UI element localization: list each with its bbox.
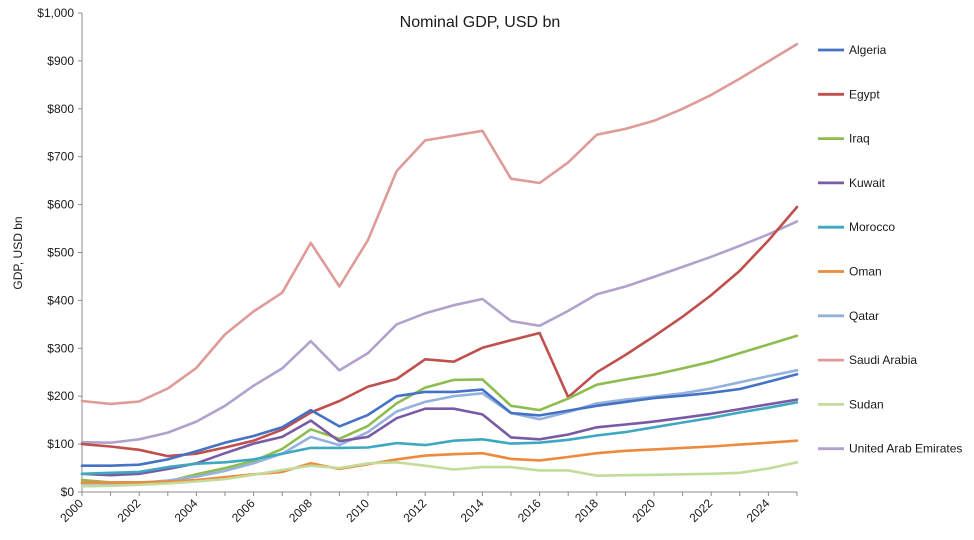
series-line-iraq: [80, 334, 799, 484]
legend-item-kuwait: Kuwait: [818, 176, 886, 190]
legend-label: United Arab Emirates: [849, 442, 962, 456]
series-line-united-arab-emirates: [80, 220, 799, 445]
x-tick-label: 2008: [286, 496, 315, 525]
series-line-saudi-arabia: [80, 42, 799, 406]
y-axis-label: GDP, USD bn: [11, 216, 25, 289]
legend-label: Kuwait: [849, 176, 886, 190]
x-tick-label: 2014: [458, 496, 487, 525]
legend-label: Oman: [849, 265, 882, 279]
legend-item-united-arab-emirates: United Arab Emirates: [818, 442, 962, 456]
legend-item-iraq: Iraq: [818, 132, 870, 146]
x-tick-label: 2002: [115, 496, 144, 525]
chart-title: Nominal GDP, USD bn: [400, 14, 561, 31]
y-axis-ticks: $0 $100 $200 $300 $400 $500 $600 $700 $800 $900 $1…: [37, 6, 82, 499]
x-tick-label: 2010: [343, 496, 372, 525]
legend-label: Saudi Arabia: [849, 353, 917, 367]
x-tick-label: 2006: [229, 496, 258, 525]
x-tick-label: 2004: [172, 496, 201, 525]
x-tick-label: 2020: [629, 496, 658, 525]
series-line-qatar: [80, 368, 799, 485]
series-line-kuwait: [80, 398, 799, 477]
y-tick-label: $900: [47, 54, 74, 68]
legend: Algeria Egypt Iraq Kuwait Morocco Oman Qatar Sa…: [818, 43, 962, 456]
legend-label: Sudan: [849, 397, 884, 411]
legend-item-qatar: Qatar: [818, 309, 879, 323]
legend-label: Egypt: [849, 87, 880, 101]
y-tick-label: $0: [61, 485, 75, 499]
legend-label: Iraq: [849, 132, 870, 146]
y-tick-label: $300: [47, 341, 74, 355]
legend-item-saudi-arabia: Saudi Arabia: [818, 353, 917, 367]
x-tick-label: 2018: [572, 496, 601, 525]
y-tick-label: $500: [47, 246, 74, 260]
x-tick-label: 2000: [57, 496, 86, 525]
legend-item-oman: Oman: [818, 265, 882, 279]
x-axis-ticks: 2000 2002 2004 2006 2008 2010 2012 2014 2016 2018…: [57, 492, 798, 525]
legend-label: Morocco: [849, 220, 895, 234]
y-tick-label: $1,000: [37, 6, 74, 20]
x-tick-label: 2012: [401, 496, 430, 525]
legend-item-sudan: Sudan: [818, 397, 884, 411]
series-line-algeria: [80, 372, 799, 468]
series-line-egypt: [80, 205, 799, 458]
y-tick-label: $600: [47, 198, 74, 212]
series-line-morocco: [80, 401, 799, 476]
y-tick-label: $800: [47, 102, 74, 116]
y-tick-label: $700: [47, 150, 74, 164]
x-tick-label: 2016: [515, 496, 544, 525]
legend-label: Qatar: [849, 309, 879, 323]
x-tick-label: 2022: [687, 496, 716, 525]
x-tick-label: 2024: [744, 496, 773, 525]
legend-item-algeria: Algeria: [818, 43, 887, 57]
y-tick-label: $400: [47, 293, 74, 307]
y-tick-label: $100: [47, 437, 74, 451]
series-lines: [80, 42, 799, 488]
legend-item-morocco: Morocco: [818, 220, 895, 234]
legend-label: Algeria: [849, 43, 887, 57]
legend-item-egypt: Egypt: [818, 87, 880, 101]
series-line-oman: [80, 439, 799, 484]
series-line-sudan: [80, 460, 799, 488]
y-tick-label: $200: [47, 389, 74, 403]
